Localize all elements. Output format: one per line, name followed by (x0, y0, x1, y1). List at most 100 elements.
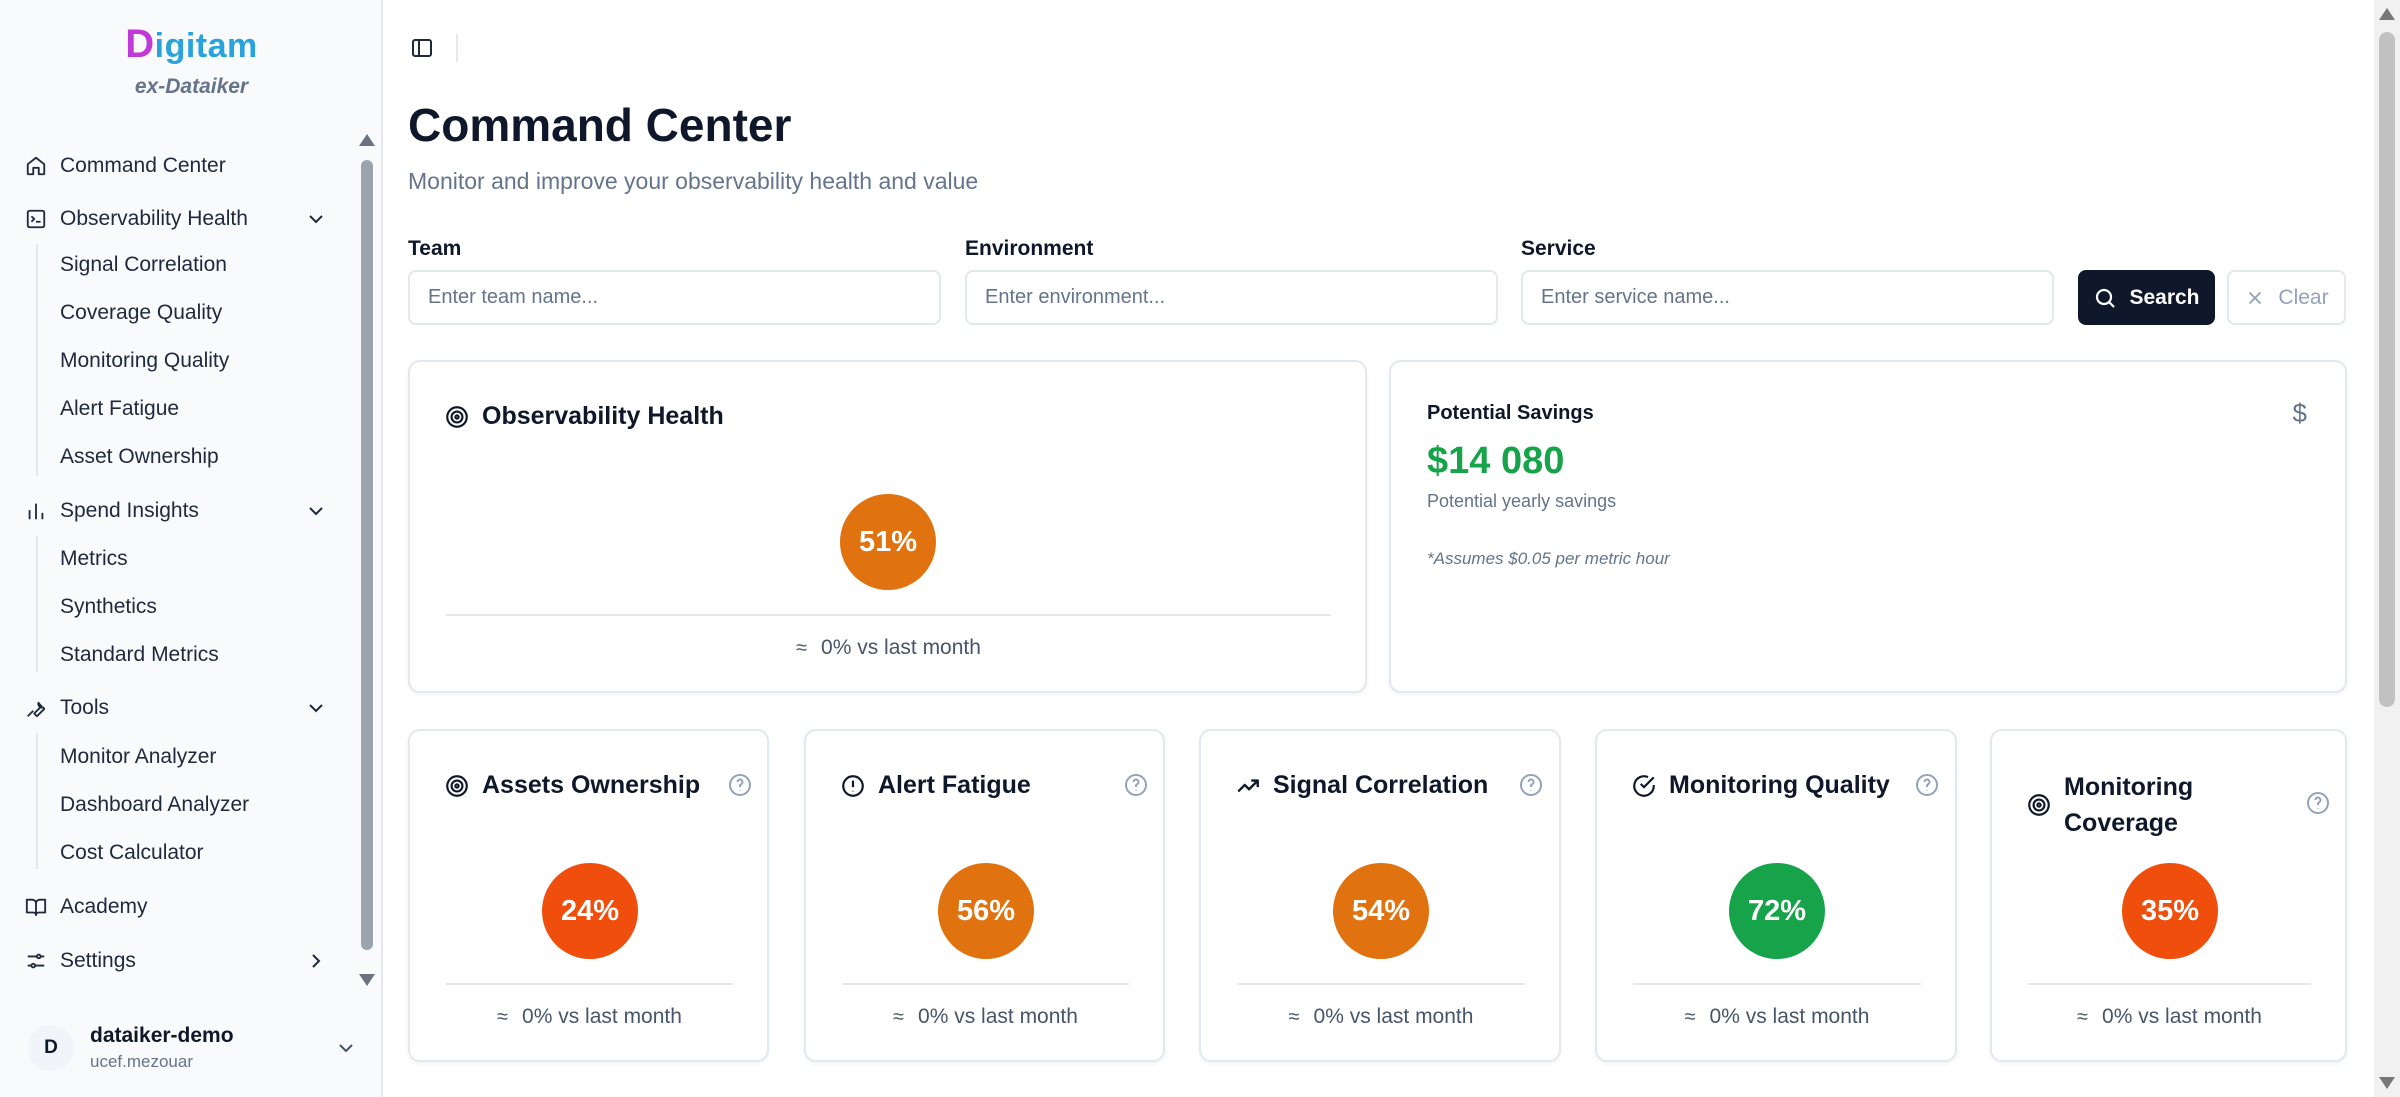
sidebar-item-label: Settings (60, 949, 136, 972)
card-divider (1237, 983, 1525, 985)
sidebar-subitem-alert-fatigue[interactable]: Alert Fatigue (60, 397, 180, 420)
brand-logo[interactable]: Digitam (125, 22, 258, 66)
card-divider (842, 983, 1129, 985)
user-menu[interactable]: D dataiker-demo ucef.mezouar (28, 1020, 358, 1076)
submenu-line (36, 536, 38, 672)
page-scroll-thumb[interactable] (2379, 32, 2395, 707)
help-icon[interactable] (1124, 773, 1148, 797)
bar-chart-icon (24, 499, 48, 523)
sidebar-item-observability-health[interactable]: Observability Health (24, 197, 338, 241)
metric-score: 54% (1333, 863, 1429, 959)
potential-savings-card: Potential Savings $ $14 080 Potential ye… (1389, 360, 2347, 693)
sidebar-item-label: Observability Health (60, 207, 248, 230)
sidebar: Digitam ex-Dataiker Command Center Obser… (0, 0, 383, 1097)
close-icon (2244, 287, 2266, 309)
metric-card-assets-ownership: Assets Ownership 24% ≈ 0% vs last month (408, 729, 769, 1062)
sidebar-subitem-coverage-quality[interactable]: Coverage Quality (60, 301, 223, 324)
brand-subtitle: ex-Dataiker (134, 75, 249, 98)
team-label: Team (408, 237, 462, 260)
approx-icon: ≈ (2077, 1005, 2089, 1028)
sidebar-scroll-thumb[interactable] (361, 160, 373, 950)
health-trend: ≈ 0% vs last month (796, 636, 981, 659)
scroll-down-arrow[interactable] (359, 974, 375, 986)
sidebar-subitem-cost-calculator[interactable]: Cost Calculator (60, 841, 204, 864)
sidebar-item-label: Command Center (60, 154, 226, 177)
card-title: Monitoring Coverage (2026, 769, 2226, 841)
metric-trend: ≈ 0% vs last month (1684, 1005, 1870, 1028)
card-divider (2028, 983, 2311, 985)
card-title: Assets Ownership (444, 771, 704, 800)
sidebar-item-command-center[interactable]: Command Center (24, 144, 338, 188)
search-button[interactable]: Search (2078, 270, 2215, 325)
sliders-icon (24, 949, 48, 973)
chevron-down-icon[interactable] (334, 1036, 358, 1060)
sidebar-toggle-icon[interactable] (410, 36, 434, 60)
metric-card-signal-correlation: Signal Correlation 54% ≈ 0% vs last mont… (1199, 729, 1561, 1062)
scroll-down-arrow[interactable] (2379, 1077, 2395, 1089)
metric-trend: ≈ 0% vs last month (2077, 1005, 2262, 1028)
approx-icon: ≈ (1288, 1005, 1300, 1028)
sidebar-subitem-dashboard-analyzer[interactable]: Dashboard Analyzer (60, 793, 250, 816)
metric-card-monitoring-coverage: Monitoring Coverage 35% ≈ 0% vs last mon… (1990, 729, 2347, 1062)
help-icon[interactable] (728, 773, 752, 797)
health-score: 51% (840, 494, 936, 590)
chevron-right-icon[interactable] (304, 949, 328, 973)
target-icon (2026, 792, 2052, 818)
metric-score: 24% (542, 863, 638, 959)
page-subtitle: Monitor and improve your observability h… (408, 168, 979, 194)
metric-card-monitoring-quality: Monitoring Quality 72% ≈ 0% vs last mont… (1595, 729, 1957, 1062)
help-icon[interactable] (1519, 773, 1543, 797)
page-scrollbar[interactable] (2374, 0, 2400, 1097)
sidebar-subitem-synthetics[interactable]: Synthetics (60, 595, 157, 618)
check-circle-icon (1631, 773, 1657, 799)
chevron-down-icon[interactable] (304, 499, 328, 523)
user-handle: ucef.mezouar (90, 1052, 193, 1071)
team-input[interactable] (408, 270, 941, 325)
sidebar-subitem-monitor-analyzer[interactable]: Monitor Analyzer (60, 745, 217, 768)
sidebar-scrollbar[interactable] (358, 130, 376, 990)
card-divider (446, 983, 733, 985)
scroll-up-arrow[interactable] (2379, 8, 2395, 20)
sidebar-item-academy[interactable]: Academy (24, 885, 338, 929)
sidebar-item-label: Academy (60, 895, 148, 918)
sidebar-subitem-monitoring-quality[interactable]: Monitoring Quality (60, 349, 230, 372)
chevron-down-icon[interactable] (304, 207, 328, 231)
dollar-icon: $ (2292, 398, 2307, 428)
service-input[interactable] (1521, 270, 2054, 325)
metric-trend: ≈ 0% vs last month (893, 1005, 1078, 1028)
sidebar-item-spend-insights[interactable]: Spend Insights (24, 489, 338, 533)
home-icon (24, 154, 48, 178)
sidebar-item-tools[interactable]: Tools (24, 686, 338, 730)
clear-button[interactable]: Clear (2227, 270, 2346, 325)
metric-trend: ≈ 0% vs last month (1288, 1005, 1474, 1028)
sidebar-item-settings[interactable]: Settings (24, 939, 338, 983)
sidebar-item-label: Tools (60, 696, 110, 719)
sidebar-subitem-asset-ownership[interactable]: Asset Ownership (60, 445, 219, 468)
target-icon (444, 404, 470, 430)
terminal-icon (24, 207, 48, 231)
wrench-icon (24, 696, 48, 720)
book-icon (24, 895, 48, 919)
card-divider (1633, 983, 1921, 985)
card-divider (446, 614, 1331, 616)
sidebar-subitem-standard-metrics[interactable]: Standard Metrics (60, 643, 219, 666)
metric-score: 35% (2122, 863, 2218, 959)
avatar: D (28, 1025, 74, 1071)
sidebar-subitem-metrics[interactable]: Metrics (60, 547, 128, 570)
chevron-down-icon[interactable] (304, 696, 328, 720)
environment-input[interactable] (965, 270, 1498, 325)
card-title: Alert Fatigue (840, 771, 1100, 800)
service-label: Service (1521, 237, 1596, 260)
scroll-up-arrow[interactable] (359, 134, 375, 146)
user-info: dataiker-demo ucef.mezouar (90, 1024, 234, 1072)
submenu-line (36, 244, 38, 476)
sidebar-subitem-signal-correlation[interactable]: Signal Correlation (60, 253, 227, 276)
card-title: Signal Correlation (1235, 771, 1505, 800)
submenu-line (36, 733, 38, 869)
approx-icon: ≈ (893, 1005, 905, 1028)
card-title: Observability Health (444, 402, 724, 431)
help-icon[interactable] (2306, 791, 2330, 815)
user-name: dataiker-demo (90, 1024, 234, 1047)
search-icon (2093, 286, 2117, 310)
help-icon[interactable] (1915, 773, 1939, 797)
